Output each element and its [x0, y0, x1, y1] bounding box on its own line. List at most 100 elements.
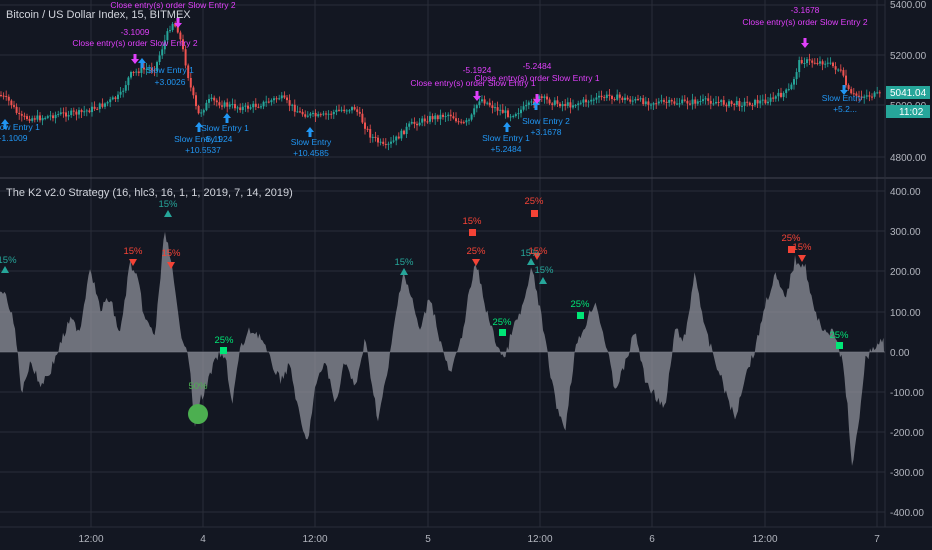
candle-body [769, 97, 772, 102]
candle-body [431, 116, 434, 120]
candle-body [715, 101, 717, 104]
candle-body [286, 97, 288, 101]
green-square-icon [577, 312, 584, 319]
candle-body [842, 70, 845, 76]
candle-body [158, 55, 161, 63]
candle-body [629, 99, 632, 102]
candle-body [96, 108, 99, 110]
candle-body [410, 121, 413, 124]
candle-body [481, 99, 483, 102]
candle-body [208, 99, 210, 103]
candle-body [696, 101, 699, 104]
candle-body [351, 107, 353, 111]
red-down-triangle-icon [472, 259, 480, 266]
trade-label: Slow Entry 1 [146, 65, 194, 75]
candle-body [267, 101, 270, 103]
candle-body [808, 59, 811, 61]
candle-body [265, 101, 268, 103]
trade-label: +3.0026 [155, 77, 186, 87]
candle-body [730, 101, 733, 104]
candle-body [837, 69, 840, 71]
candle-body [275, 98, 278, 100]
oscillator-axis[interactable]: 400.00 300.00 200.00 100.00 0.00 -100.00… [890, 187, 924, 519]
candle-body [353, 107, 356, 110]
red-down-triangle-icon [798, 255, 806, 262]
candle-body [119, 91, 122, 95]
candle-body [447, 114, 450, 117]
candle-body [5, 95, 8, 97]
candle-body [780, 92, 782, 97]
candle-body [819, 61, 821, 64]
trade-label: Slow Entry 1 [0, 122, 40, 132]
time-axis[interactable]: 12:00 4 12:00 5 12:00 6 12:00 7 [78, 534, 880, 545]
candle-body [395, 136, 398, 141]
candle-body [322, 113, 325, 115]
candle-body [702, 99, 704, 102]
candle-body [356, 109, 359, 112]
candle-body [863, 96, 866, 98]
signal-label: 15% [462, 216, 482, 227]
oscillator-tick: 200.00 [890, 267, 921, 278]
candle-body [735, 100, 738, 105]
candle-body [288, 100, 291, 106]
oscillator-tick: 400.00 [890, 187, 921, 198]
candle-body [795, 72, 798, 80]
candle-body [860, 96, 863, 98]
entry-arrow-down-icon [840, 85, 848, 95]
candle-body [572, 105, 574, 108]
candle-body [663, 100, 665, 102]
candle-body [826, 62, 829, 64]
candle-body [722, 100, 725, 105]
candle-body [366, 128, 369, 130]
candle-body [468, 119, 470, 121]
candle-body [720, 100, 723, 103]
candle-body [260, 106, 262, 108]
candle-body [725, 104, 728, 107]
candle-body [153, 70, 156, 72]
candle-body [244, 105, 247, 107]
candle-body [7, 96, 10, 101]
candle-body [137, 71, 140, 74]
trade-label: +5.2... [833, 104, 857, 114]
candle-body [512, 116, 515, 118]
candle-body [621, 97, 624, 101]
signal-label: 15% [158, 199, 178, 210]
candle-body [226, 102, 229, 107]
candle-body [257, 106, 260, 108]
signal-label: 25% [829, 330, 849, 341]
time-tick: 12:00 [527, 534, 552, 545]
close-arrow-down-icon [174, 18, 182, 28]
candle-body [254, 103, 257, 107]
price-tick: 4800.00 [890, 153, 927, 164]
trade-label: -5.1924 [463, 65, 492, 75]
candle-body [772, 97, 775, 99]
candle-body [600, 95, 603, 98]
candle-body [397, 136, 400, 139]
candle-body [234, 104, 236, 109]
oscillator-tick: -200.00 [890, 428, 924, 439]
candle-body [660, 100, 663, 102]
close-arrow-down-icon [533, 94, 541, 104]
candle-body [176, 26, 179, 33]
oscillator-tick: -100.00 [890, 388, 924, 399]
candle-body [639, 98, 642, 100]
candle-body [598, 95, 600, 98]
candle-body [54, 114, 57, 119]
candle-body [548, 99, 551, 104]
candle-body [39, 115, 41, 121]
candle-body [392, 140, 395, 142]
candle-body [205, 102, 208, 111]
close-arrow-down-icon [801, 38, 809, 48]
candle-body [834, 66, 837, 70]
candle-body [187, 65, 190, 78]
candle-body [91, 106, 93, 113]
candle-body [31, 118, 34, 121]
candle-body [195, 95, 197, 107]
candle-body [764, 99, 767, 104]
candle-body [221, 105, 223, 107]
signal-label: 15% [394, 257, 414, 268]
last-price: 5041.04 [890, 88, 927, 99]
candle-body [699, 101, 702, 103]
candle-body [291, 104, 294, 106]
